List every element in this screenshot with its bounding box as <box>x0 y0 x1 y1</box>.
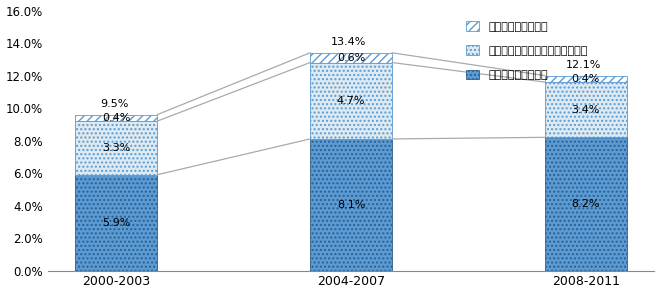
Text: 8.1%: 8.1% <box>337 200 365 210</box>
Legend: 特許引用の経路のみ, 共同研究と特許引用の両方の経路, 共同研究の経路のみ: 特許引用の経路のみ, 共同研究と特許引用の両方の経路, 共同研究の経路のみ <box>466 21 587 80</box>
Text: 0.6%: 0.6% <box>337 53 365 63</box>
Bar <box>75 175 157 270</box>
Text: 5.9%: 5.9% <box>102 218 131 228</box>
Text: 13.4%: 13.4% <box>331 37 366 47</box>
Text: 0.4%: 0.4% <box>102 113 131 123</box>
Text: 3.4%: 3.4% <box>572 105 600 115</box>
Bar <box>544 76 627 82</box>
Bar <box>544 137 627 270</box>
Bar <box>75 121 157 175</box>
Text: 4.7%: 4.7% <box>337 96 365 106</box>
Bar <box>75 115 157 121</box>
Text: 3.3%: 3.3% <box>102 143 131 153</box>
Text: 12.1%: 12.1% <box>566 60 601 70</box>
Text: 9.5%: 9.5% <box>100 99 128 109</box>
Bar <box>310 139 392 270</box>
Text: 8.2%: 8.2% <box>572 199 600 209</box>
Bar <box>310 63 392 139</box>
Text: 0.4%: 0.4% <box>572 74 600 84</box>
Bar <box>310 53 392 63</box>
Bar <box>544 82 627 137</box>
